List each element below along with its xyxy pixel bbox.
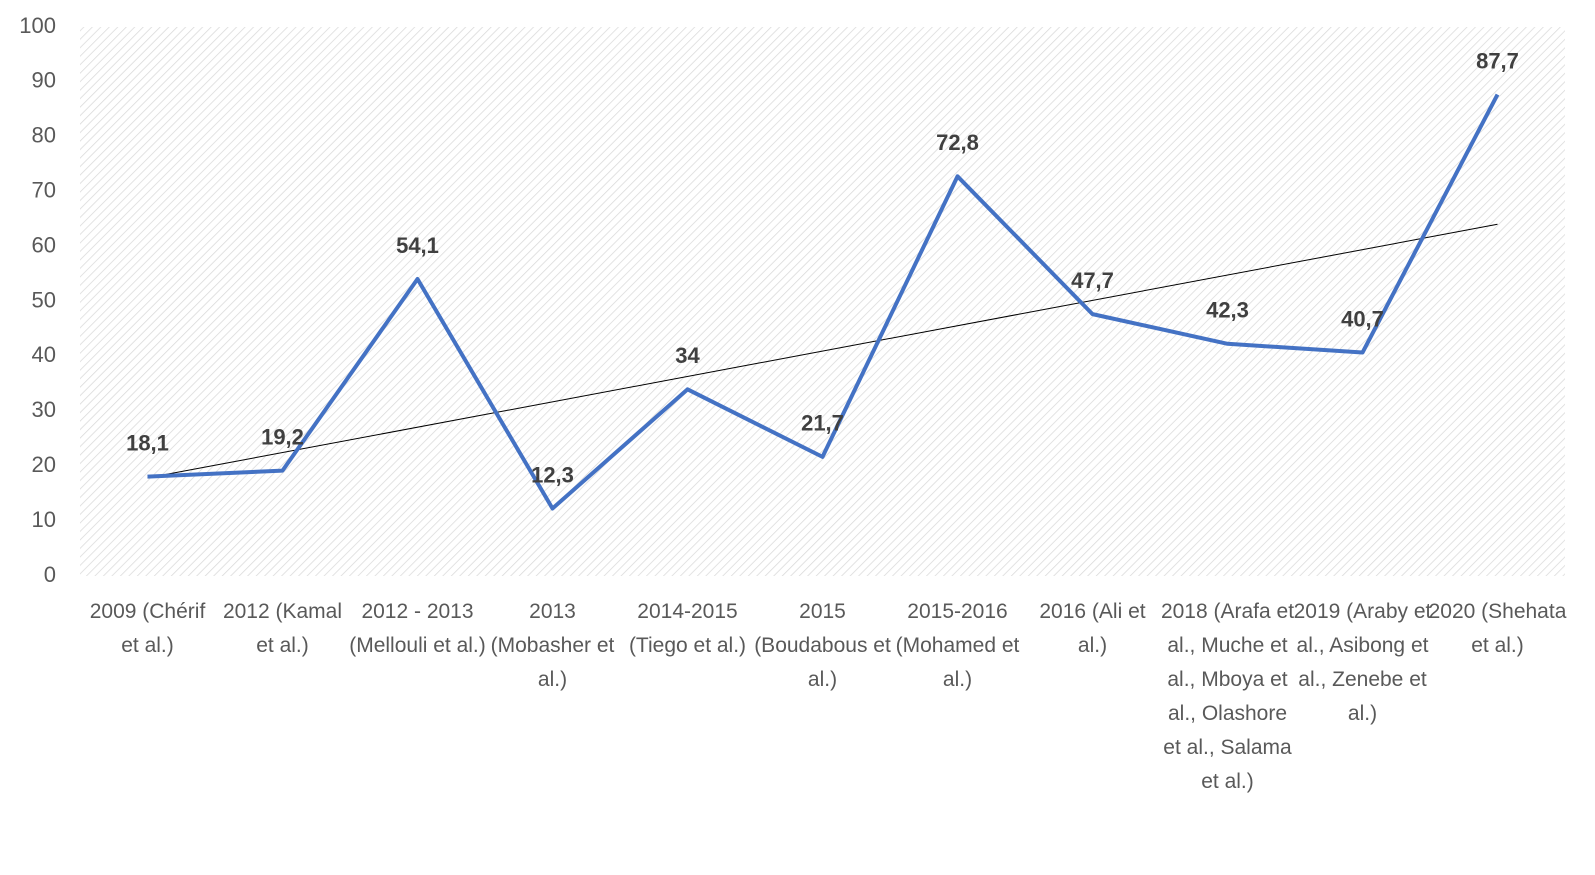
x-tick-label: 2015-2016 (Mohamed et al.) [895,600,1020,691]
x-tick-label: 2014-2015 (Tiego et al.) [628,600,747,657]
y-tick-label: 50 [32,287,56,312]
data-label: 54,1 [396,233,439,258]
x-tick-label: 2016 (Ali et al.) [1039,600,1146,657]
y-tick-label: 0 [44,562,56,587]
data-label: 40,7 [1341,306,1384,331]
data-label: 42,3 [1206,298,1249,323]
y-tick-label: 80 [32,123,56,148]
trendline [147,223,1498,479]
data-line [147,93,1500,511]
data-label: 21,7 [801,411,844,436]
data-label: 72,8 [936,130,979,155]
y-tick-label: 100 [19,13,56,38]
x-tick-label: 2009 (Chérif et al.) [89,600,206,657]
y-tick-label: 90 [32,68,56,93]
data-label: 12,3 [531,462,574,487]
x-tick-label: 2012 - 2013 (Mellouli et al.) [349,600,486,657]
data-label: 47,7 [1071,268,1114,293]
y-tick-label: 70 [32,178,56,203]
data-label: 34 [675,343,700,368]
y-tick-label: 60 [32,232,56,257]
x-tick-label: 2012 (Kamal et al.) [222,600,343,657]
data-label: 18,1 [126,430,169,455]
y-tick-label: 30 [32,397,56,422]
y-tick-label: 40 [32,342,56,367]
x-tick-label: 2013 (Mobasher et al.) [490,600,615,691]
plot-background [80,27,1565,576]
data-label: 19,2 [261,424,304,449]
y-tick-label: 10 [32,507,56,532]
x-tick-label: 2018 (Arafa et al., Muche et al., Mboya … [1160,600,1295,793]
x-tick-label: 2019 (Araby et al., Asibong et al., Zene… [1293,600,1432,725]
x-tick-label: 2020 (Shehata et al.) [1428,600,1567,657]
data-label: 87,7 [1476,48,1519,73]
x-tick-label: 2015 (Boudabous et al.) [754,600,891,691]
y-tick-label: 20 [32,452,56,477]
